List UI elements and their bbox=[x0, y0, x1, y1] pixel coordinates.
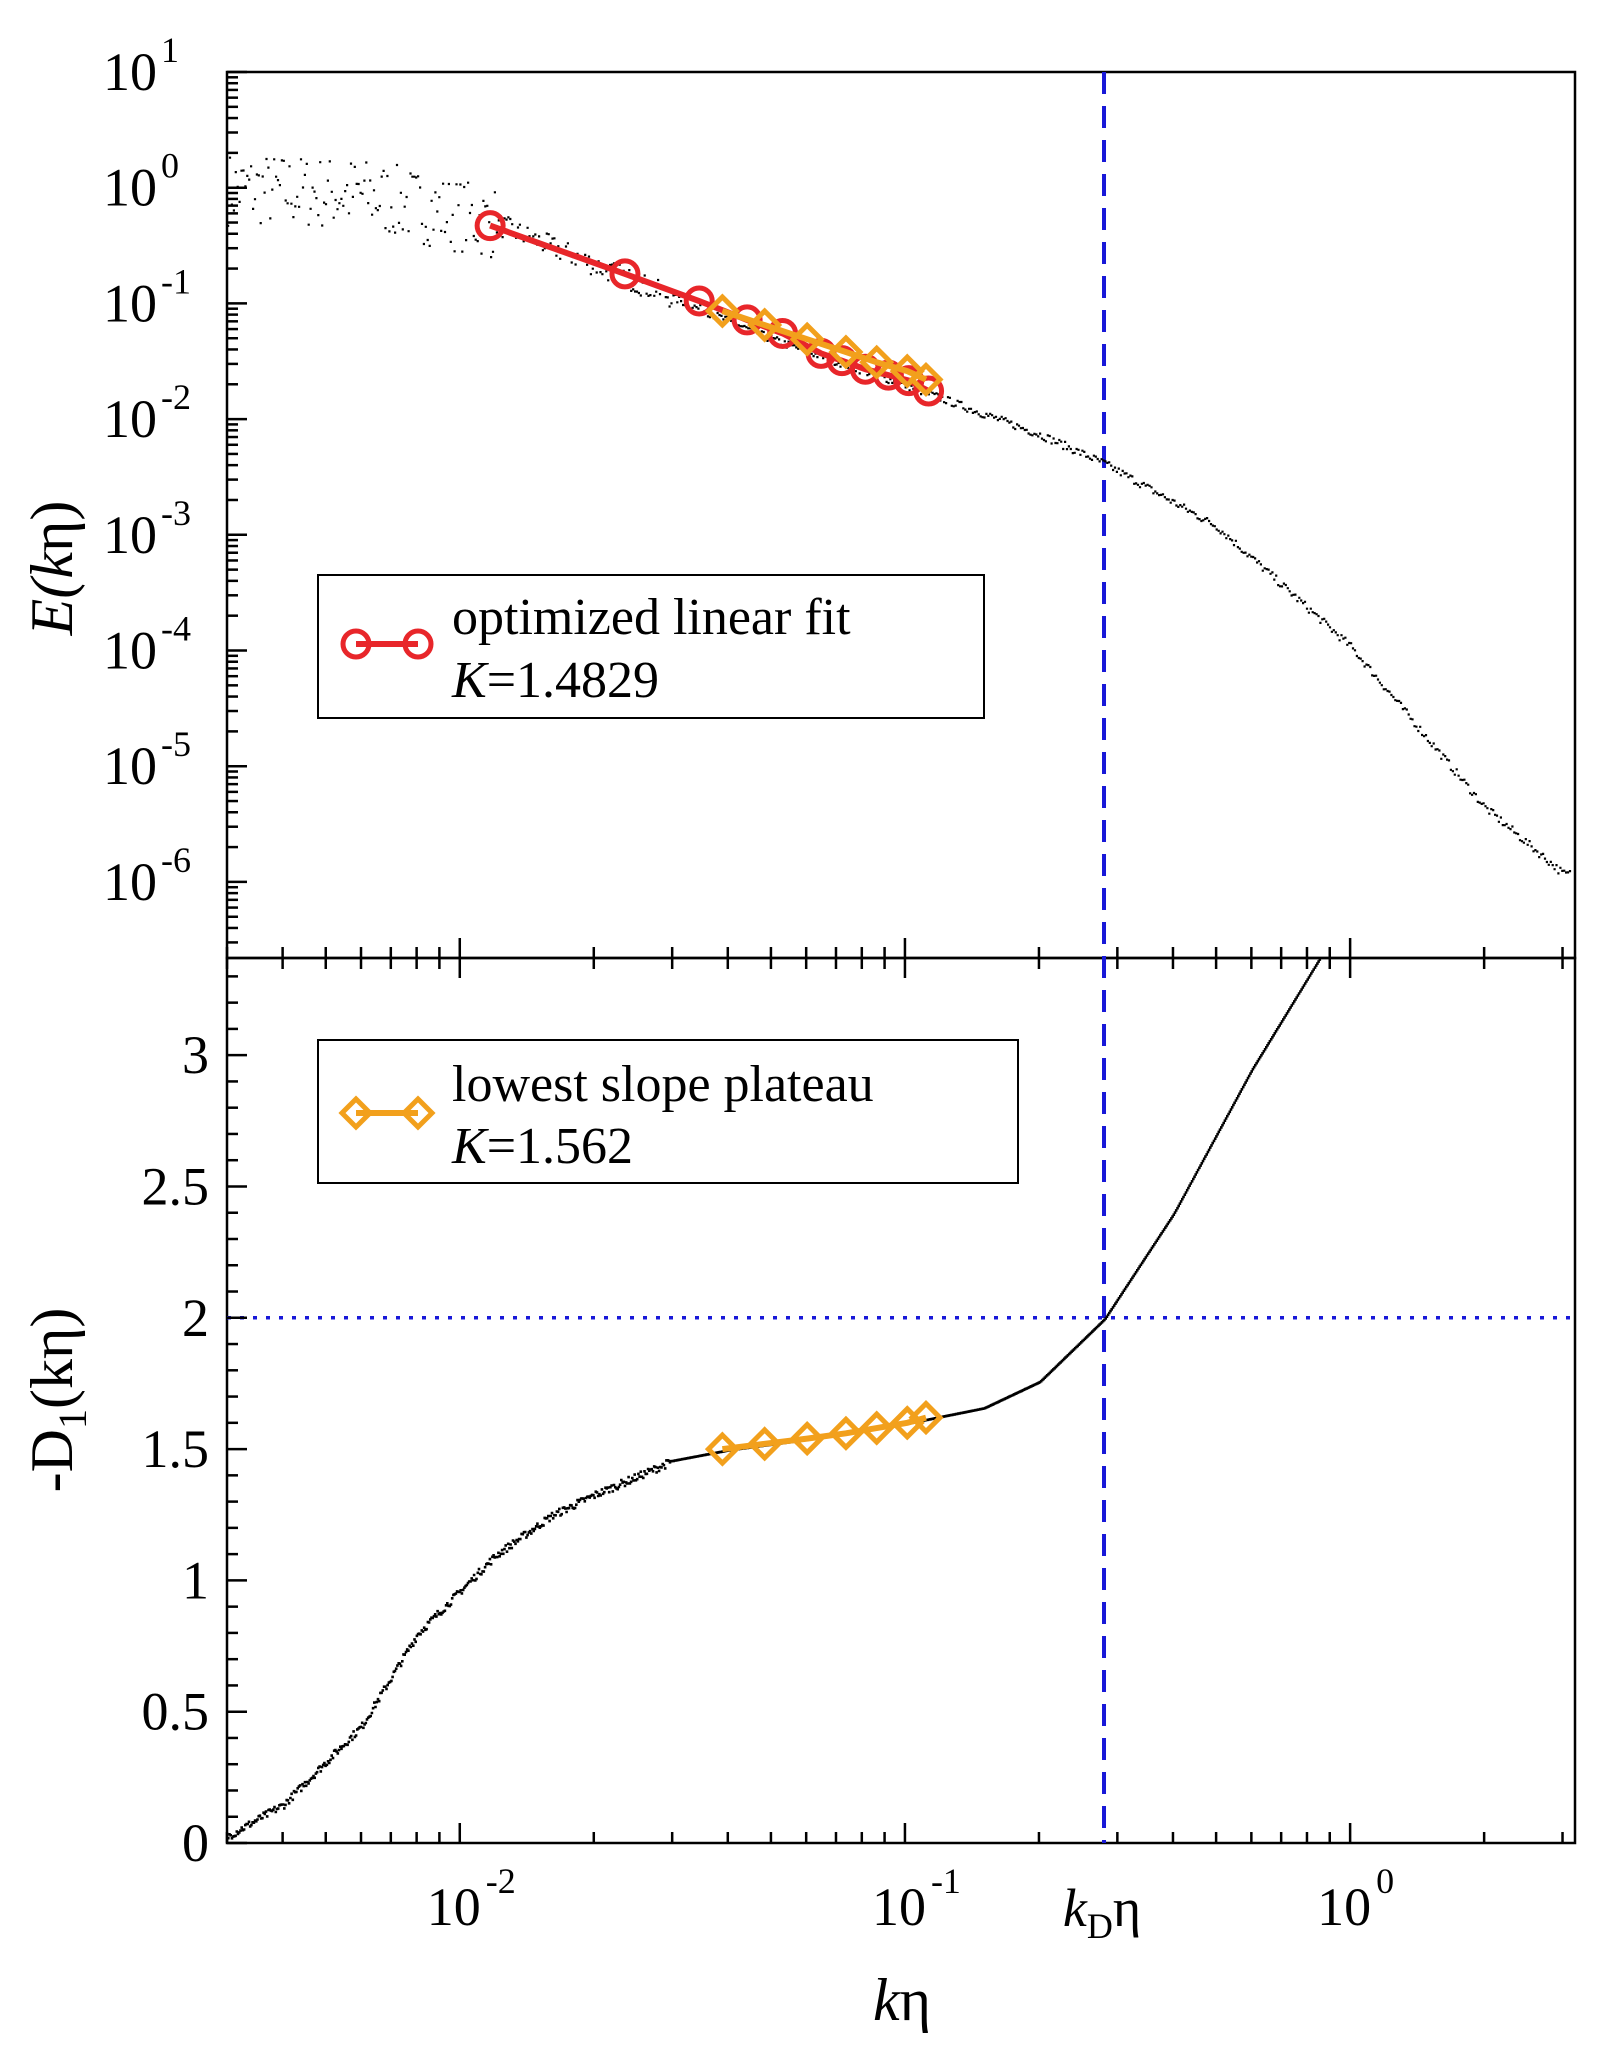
x-tick-exponent: -1 bbox=[931, 1861, 961, 1901]
top-fit-marker-10 bbox=[913, 375, 945, 407]
bottom-ylabel-rest: (kη) bbox=[19, 1308, 85, 1409]
bottom-y-tick-label: 0.5 bbox=[142, 1682, 210, 1742]
top-y-tick-exponent: -4 bbox=[161, 609, 191, 649]
bottom-legend: lowest slope plateau K=1.562 bbox=[317, 1039, 1019, 1184]
top-y-axis-title: E(kη) bbox=[19, 501, 85, 637]
top-legend-k-value: =1.4829 bbox=[487, 652, 659, 709]
bottom-plateau-marker-2 bbox=[789, 1421, 825, 1457]
kd-eta-label: kDη bbox=[1063, 1878, 1141, 1946]
kd-eta: η bbox=[1113, 1878, 1141, 1938]
tick-base: 10 bbox=[103, 621, 157, 681]
tick-base: 10 bbox=[103, 42, 157, 102]
top-y-tick-label: 10 bbox=[103, 736, 157, 796]
bottom-legend-marker-right bbox=[400, 1095, 436, 1131]
top-legend-k-symbol: K bbox=[451, 652, 489, 709]
tick-base: 10 bbox=[103, 852, 157, 912]
bottom-legend-marker-left bbox=[338, 1095, 374, 1131]
bottom-plateau-marker-4 bbox=[859, 1410, 895, 1446]
bottom-y-tick-label: 0 bbox=[182, 1813, 209, 1873]
tick-base: 10 bbox=[103, 158, 157, 218]
bottom-legend-box bbox=[317, 1039, 1019, 1184]
top-fit-marker-1 bbox=[609, 258, 641, 290]
local-slope-curve bbox=[227, 958, 1322, 1840]
top-plateau-marker-5 bbox=[889, 353, 925, 389]
bottom-y-tick-label: 1 bbox=[182, 1550, 209, 1610]
top-y-tick-label: 10 bbox=[103, 158, 157, 218]
top-y-tick-label: 10 bbox=[103, 389, 157, 449]
top-legend-marker-left bbox=[340, 628, 372, 660]
bottom-y-tick-label: 3 bbox=[182, 1025, 209, 1085]
xlabel-eta: η bbox=[900, 1967, 931, 2033]
top-y-tick-label: 10 bbox=[103, 505, 157, 565]
bottom-legend-k-value: =1.562 bbox=[487, 1118, 633, 1175]
bottom-y-tick-label: 2.5 bbox=[142, 1156, 210, 1216]
tick-base: 10 bbox=[103, 736, 157, 796]
tick-base: 10 bbox=[103, 389, 157, 449]
tick-base: 10 bbox=[103, 273, 157, 333]
x-axis-title: kη bbox=[873, 1967, 931, 2033]
top-plateau-line bbox=[721, 308, 928, 383]
top-y-tick-exponent: -1 bbox=[161, 261, 191, 301]
top-plateau-marker-0 bbox=[704, 293, 740, 329]
bottom-legend-k: K=1.562 bbox=[451, 1118, 633, 1175]
top-plateau-marker-6 bbox=[908, 361, 944, 398]
top-y-tick-label: 10 bbox=[103, 42, 157, 102]
tick-base: 10 bbox=[103, 505, 157, 565]
top-y-tick-label: 10 bbox=[103, 273, 157, 333]
top-plateau-marker-4 bbox=[859, 344, 895, 380]
bottom-y-tick-label: 2 bbox=[182, 1288, 209, 1348]
top-plateau-marker-2 bbox=[789, 321, 825, 357]
x-tick-exponent: -2 bbox=[486, 1861, 516, 1901]
bottom-y-axis-title: -D1(kη) bbox=[19, 1308, 95, 1493]
top-fit-marker-0 bbox=[474, 210, 506, 242]
x-tick-label: 10 bbox=[1317, 1877, 1371, 1937]
x-tick-label: 10 bbox=[427, 1877, 481, 1937]
top-fit-marker-2 bbox=[683, 285, 715, 317]
top-y-tick-exponent: -5 bbox=[161, 724, 191, 764]
bottom-ylabel-sub: 1 bbox=[50, 1409, 95, 1429]
top-y-tick-exponent: -2 bbox=[161, 377, 191, 417]
top-legend-marker-right bbox=[402, 628, 434, 660]
kd-sub: D bbox=[1087, 1906, 1113, 1946]
top-legend: optimized linear fit K=1.4829 bbox=[317, 574, 985, 719]
top-ylabel-prefix: E( bbox=[19, 575, 85, 637]
bottom-plateau-marker-0 bbox=[704, 1431, 740, 1467]
bottom-plateau-marker-1 bbox=[747, 1426, 783, 1462]
top-ylabel-k: k bbox=[19, 551, 85, 579]
bottom-plateau-marker-6 bbox=[908, 1400, 944, 1436]
xlabel-k: k bbox=[873, 1967, 901, 2033]
top-legend-label: optimized linear fit bbox=[452, 589, 851, 646]
top-y-tick-exponent: 0 bbox=[161, 146, 179, 186]
top-ylabel-suffix: η) bbox=[19, 501, 85, 552]
bottom-legend-k-symbol: K bbox=[451, 1118, 489, 1175]
top-y-tick-label: 10 bbox=[103, 621, 157, 681]
top-y-tick-exponent: -3 bbox=[161, 493, 191, 533]
top-legend-k: K=1.4829 bbox=[451, 652, 659, 709]
x-tick-exponent: 0 bbox=[1376, 1861, 1394, 1901]
bottom-y-tick-label: 1.5 bbox=[142, 1419, 210, 1479]
top-plateau-marker-1 bbox=[747, 307, 783, 343]
bottom-legend-label: lowest slope plateau bbox=[452, 1056, 874, 1113]
bottom-ylabel-d: -D bbox=[19, 1429, 85, 1492]
bottom-plateau-marker-3 bbox=[828, 1415, 864, 1451]
x-tick-label: 10 bbox=[872, 1877, 926, 1937]
top-fit-marker-3 bbox=[731, 304, 763, 336]
top-y-tick-exponent: 1 bbox=[161, 30, 179, 70]
top-y-tick-exponent: -6 bbox=[161, 840, 191, 880]
kd-k: k bbox=[1063, 1878, 1088, 1938]
top-y-tick-label: 10 bbox=[103, 852, 157, 912]
bottom-plateau-line bbox=[722, 1414, 927, 1453]
bottom-plateau-marker-5 bbox=[889, 1405, 925, 1441]
top-plateau-marker-3 bbox=[828, 334, 864, 370]
bottom-panel-frame bbox=[225, 956, 1577, 1845]
